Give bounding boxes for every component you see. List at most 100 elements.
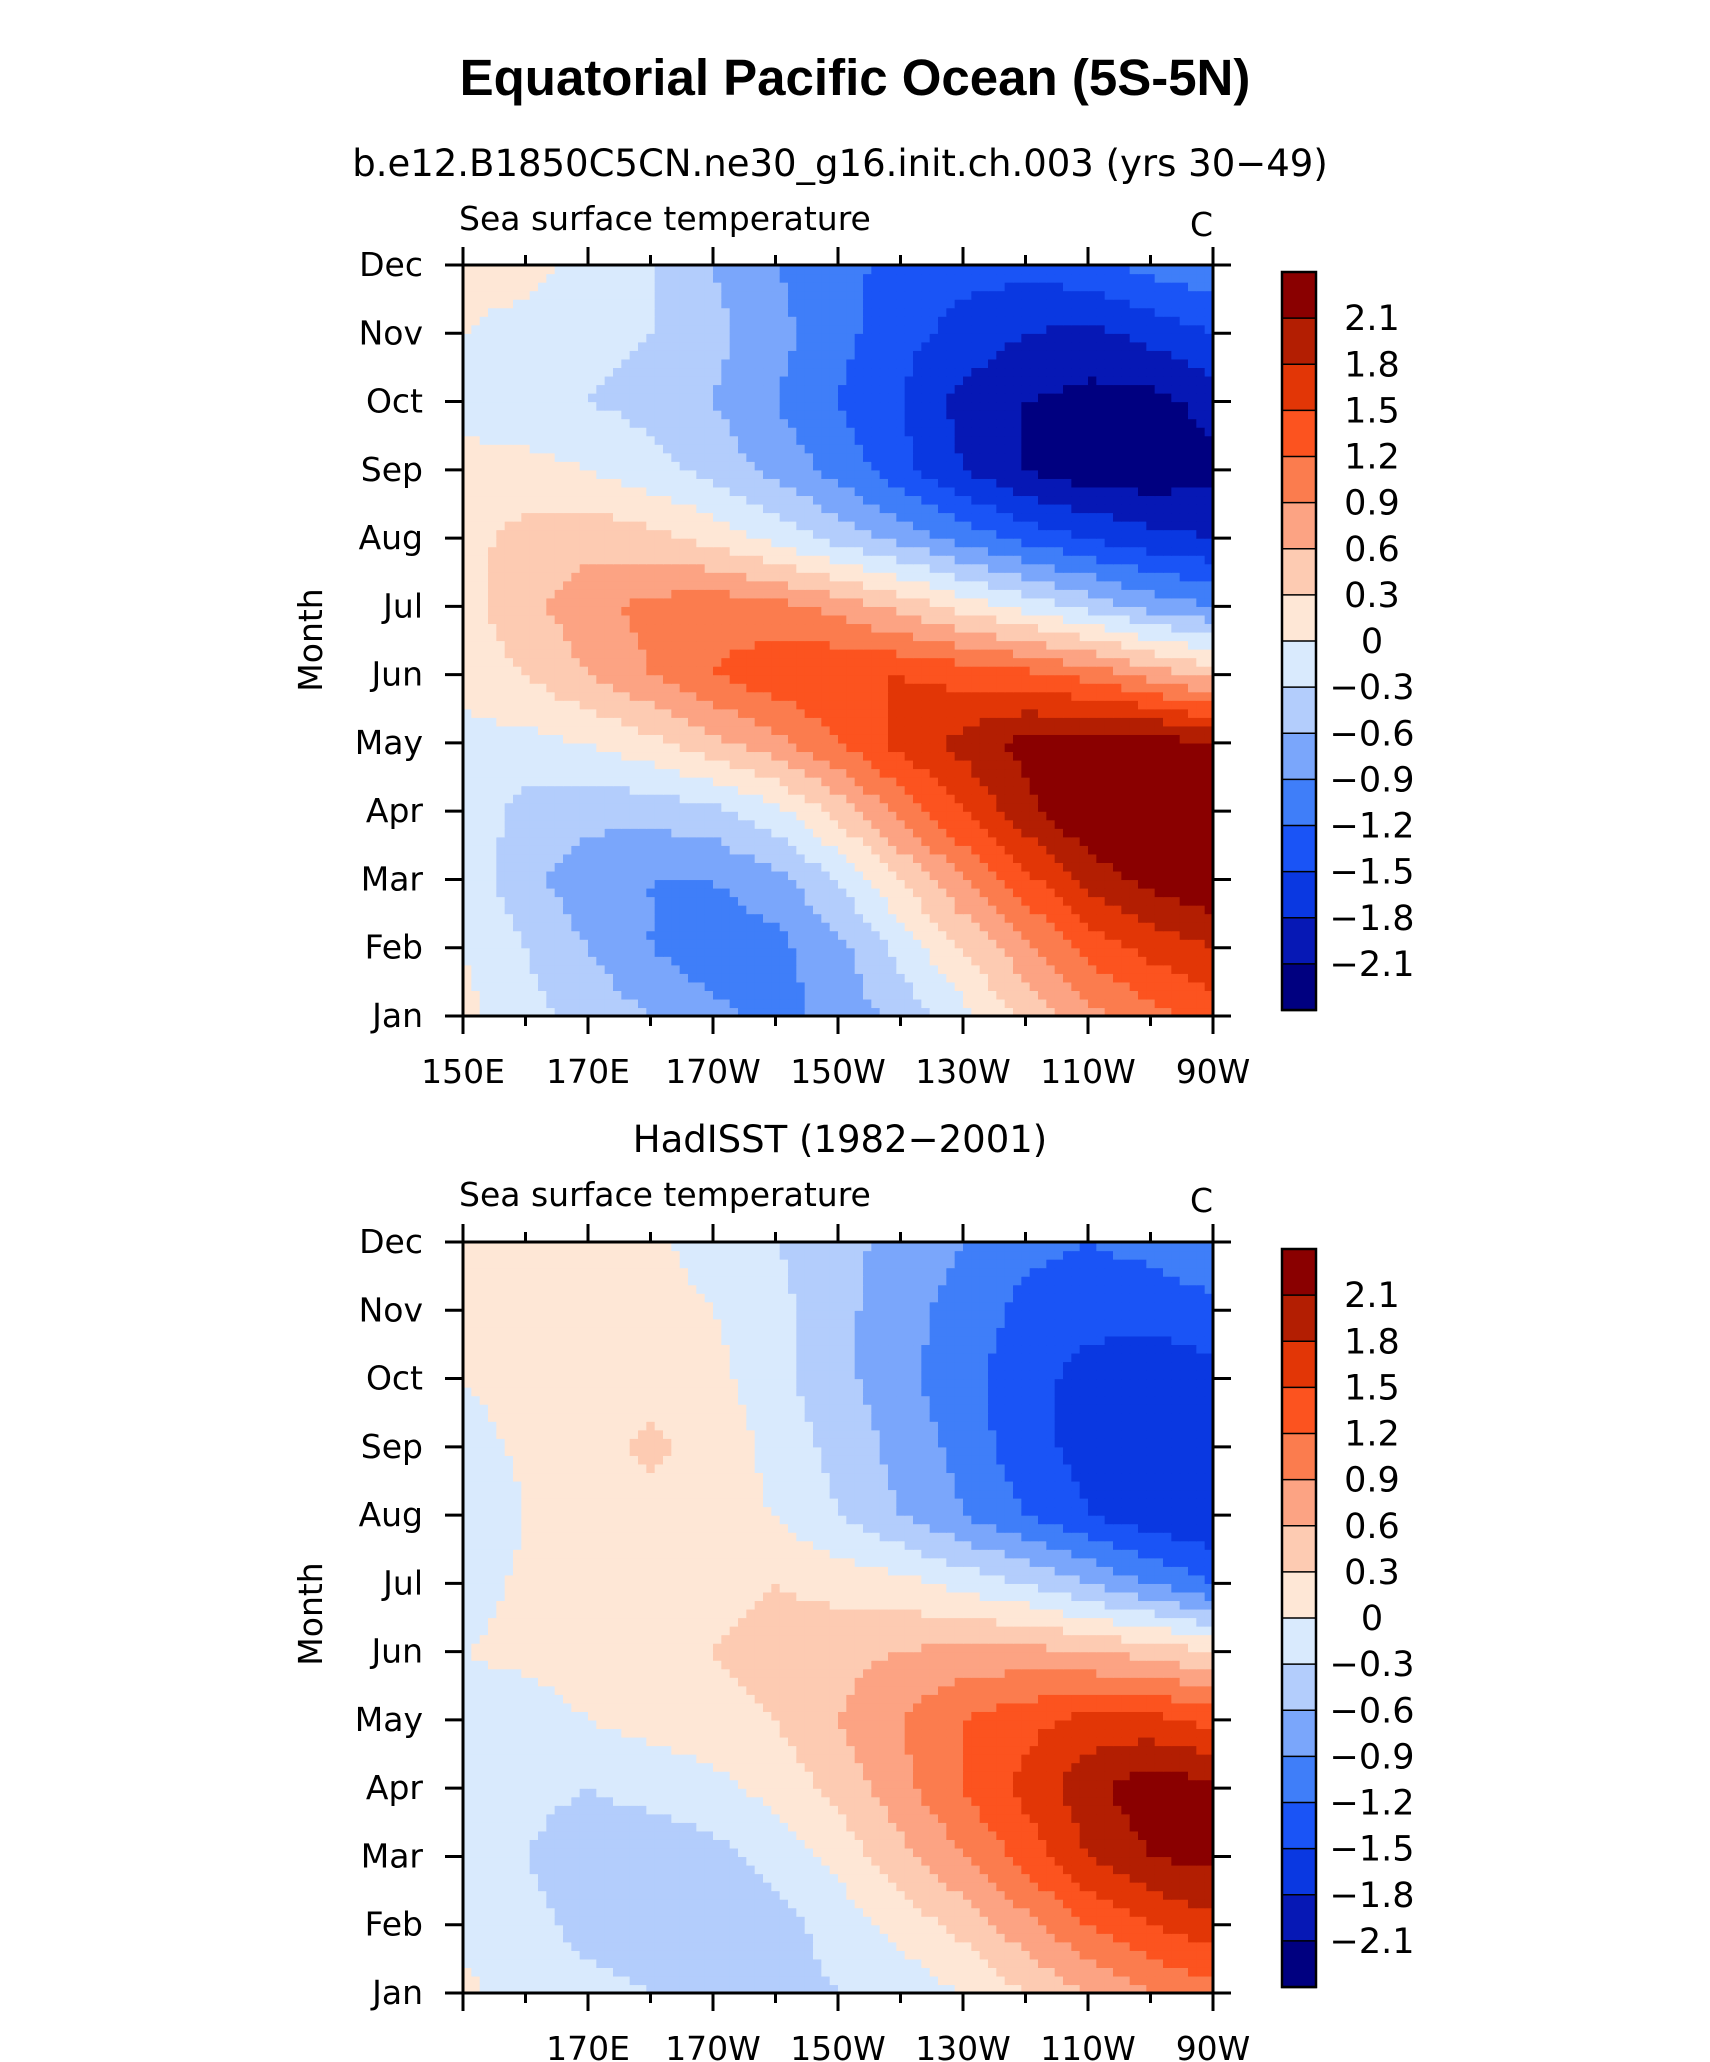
contour-cell [921, 725, 931, 735]
contour-cell [504, 964, 514, 974]
contour-cell [1163, 862, 1172, 872]
contour-cell [738, 666, 747, 676]
contour-cell [488, 614, 497, 625]
contour-cell [1171, 1007, 1181, 1017]
contour-cell [746, 947, 756, 957]
contour-cell [1071, 828, 1081, 838]
contour-cell [721, 700, 731, 710]
contour-cell [1079, 956, 1089, 966]
contour-cell [888, 700, 897, 710]
contour-cell [746, 862, 756, 872]
contour-cell [638, 939, 647, 949]
contour-cell [813, 614, 822, 625]
contour-cell [588, 794, 597, 804]
contour-cell [1154, 990, 1164, 1000]
contour-cell [979, 580, 989, 590]
contour-cell [696, 819, 706, 829]
contour-cell [954, 836, 964, 846]
contour-cell [1129, 836, 1139, 846]
contour-cell [846, 614, 856, 625]
contour-cell [963, 572, 972, 582]
contour-cell [1046, 905, 1056, 915]
contour-cell [663, 580, 672, 590]
contour-cell [738, 649, 747, 659]
contour-cell [479, 580, 489, 590]
contour-cell [904, 725, 914, 735]
contour-cell [838, 580, 847, 590]
contour-cell [704, 956, 714, 966]
contour-cell [1129, 947, 1139, 957]
contour-cell [1013, 666, 1022, 676]
contour-cell [1054, 751, 1064, 761]
contour-cell [488, 981, 497, 991]
contour-cell [746, 828, 756, 838]
contour-cell [538, 546, 547, 556]
contour-cell [754, 802, 764, 812]
contour-cell [913, 956, 922, 966]
contour-cell [1163, 794, 1172, 804]
contour-cell [1196, 802, 1206, 812]
contour-cell [854, 956, 864, 966]
contour-cell [1079, 546, 1089, 556]
contour-cell [779, 768, 789, 778]
contour-cell [629, 828, 639, 838]
contour-cell [813, 981, 822, 991]
contour-cell [571, 887, 581, 898]
contour-cell [938, 1007, 947, 1017]
contour-cell [563, 759, 572, 770]
contour-cell [1121, 802, 1131, 812]
contour-cell [1029, 597, 1039, 607]
contour-cell [729, 649, 739, 659]
contour-cell [538, 631, 547, 642]
contour-cell [771, 913, 781, 923]
contour-cell [1163, 828, 1172, 838]
contour-cell [704, 742, 714, 753]
contour-cell [588, 631, 597, 642]
contour-cell [829, 555, 839, 565]
contour-cell [629, 785, 639, 795]
contour-cell [1113, 1007, 1122, 1017]
contour-cell [913, 930, 922, 940]
contour-cell [1029, 759, 1039, 770]
contour-cell [479, 768, 489, 778]
contour-cell [788, 981, 797, 991]
contour-cell [1038, 657, 1047, 667]
contour-cell [1029, 580, 1039, 590]
contour-cell [763, 836, 772, 846]
contour-cell [638, 905, 647, 915]
contour-cell [804, 683, 814, 693]
contour-cell [563, 828, 572, 838]
contour-cell [504, 589, 514, 599]
contour-cell [688, 973, 697, 983]
contour-cell [1163, 683, 1172, 693]
contour-cell [521, 853, 531, 863]
contour-cell [1046, 913, 1056, 923]
contour-cell [1204, 879, 1214, 889]
contour-cell [638, 956, 647, 966]
contour-cell [629, 930, 639, 940]
contour-cell [546, 623, 556, 633]
contour-cell [713, 742, 722, 753]
contour-cell [788, 956, 797, 966]
contour-cell [871, 572, 881, 582]
contour-cell [471, 708, 481, 718]
contour-cell [863, 674, 872, 684]
contour-cell [721, 905, 731, 915]
contour-cell [513, 759, 522, 770]
contour-cell [638, 947, 647, 957]
contour-cell [1013, 734, 1022, 744]
contour-cell [521, 811, 531, 821]
contour-cell [488, 725, 497, 735]
contour-cell [821, 708, 831, 718]
contour-cell [1038, 666, 1047, 676]
contour-cell [1054, 759, 1064, 770]
contour-cell [738, 640, 747, 650]
contour-cell [1163, 759, 1172, 770]
contour-cell [888, 956, 897, 966]
contour-cell [921, 853, 931, 863]
contour-cell [646, 725, 656, 735]
contour-cell [621, 887, 631, 898]
contour-cell [563, 870, 572, 881]
contour-cell [721, 683, 731, 693]
contour-cell [1129, 845, 1139, 855]
